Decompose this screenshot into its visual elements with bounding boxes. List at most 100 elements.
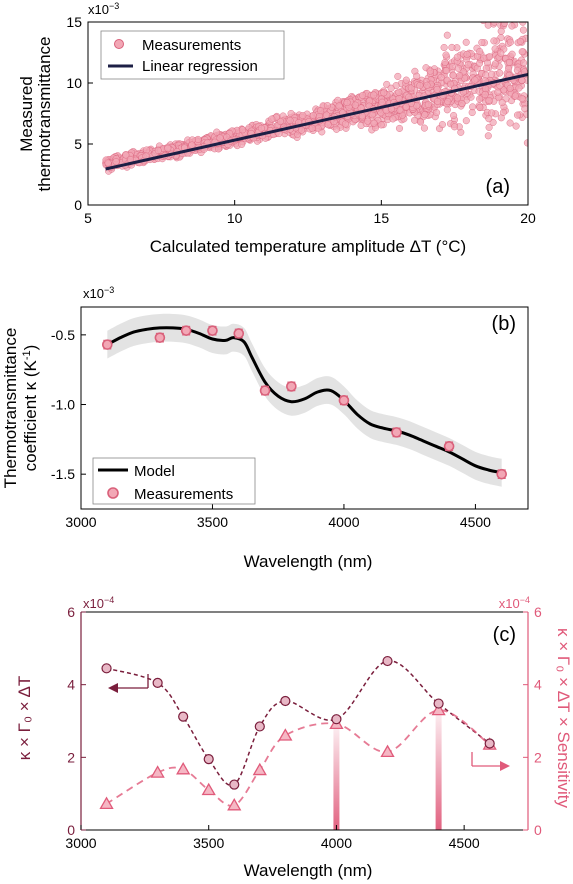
plot-frame-c — [80, 611, 529, 831]
measurement-point — [491, 60, 499, 68]
measurement-point — [443, 31, 451, 39]
measurement-point — [458, 99, 466, 108]
x-tick-label: 4000 — [328, 514, 359, 530]
measurement-point — [462, 117, 470, 125]
measurement-point — [395, 124, 404, 132]
measurement-point — [180, 325, 192, 336]
measurement-point — [416, 81, 424, 90]
x-tick-label: 3000 — [65, 835, 96, 851]
measurement-point — [484, 132, 492, 140]
legend-label-model: Model — [134, 463, 175, 480]
measurement-point — [491, 45, 499, 53]
measurement-point — [506, 119, 514, 127]
measurement-point — [268, 115, 276, 123]
plot-frame-b — [80, 306, 529, 510]
measurement-point — [508, 22, 516, 30]
measurement-point — [505, 58, 514, 66]
legend-b: Model Measurements — [92, 457, 256, 505]
measurement-point — [481, 90, 489, 99]
measurement-point — [164, 144, 172, 152]
y-tick-label: 0 — [67, 822, 75, 838]
measurement-point — [501, 7, 508, 14]
circle-marker — [433, 698, 444, 709]
measurements-a — [102, 7, 528, 175]
measurement-point — [516, 37, 524, 45]
measurement-point — [448, 43, 456, 51]
circle-marker — [484, 738, 495, 749]
triangle-marker — [201, 782, 216, 796]
measurement-point — [437, 73, 445, 81]
highlight-bar — [435, 703, 442, 830]
measurement-point — [370, 119, 378, 127]
legend-marker-measurements-b — [107, 487, 119, 499]
measurement-point — [420, 124, 428, 132]
measurement-point — [438, 121, 446, 129]
panel-label-c: (c) — [493, 624, 516, 646]
measurement-point — [122, 151, 130, 159]
circle-marker — [331, 714, 342, 725]
measurement-point — [443, 441, 455, 452]
measurement-point — [508, 50, 516, 58]
xlabel-b: Wavelength (nm) — [244, 552, 373, 571]
circle-marker — [152, 677, 163, 688]
triangle-marker — [99, 796, 114, 809]
measurement-point — [501, 13, 508, 20]
measurement-point — [338, 395, 350, 406]
measurement-point — [450, 111, 458, 120]
right-axis-arrow-icon — [471, 752, 510, 771]
measurement-point — [391, 427, 402, 438]
y-tick-label: 0 — [74, 197, 82, 213]
measurement-point — [421, 111, 429, 119]
regression-line — [105, 72, 528, 171]
xlabel-a: Calculated temperature amplitude ΔT (°C) — [150, 237, 466, 256]
measurement-point — [434, 97, 442, 105]
measurement-point — [442, 67, 450, 75]
measurement-point — [433, 85, 441, 93]
measurement-point — [499, 108, 507, 116]
ylabel-c-right: κ × Γ₀ × ΔT × Sensitivity — [554, 628, 573, 809]
legend-marker-measurements — [114, 39, 124, 49]
circle-marker — [254, 721, 265, 732]
y-tick-label-right: 2 — [534, 749, 542, 765]
measurements-b — [101, 325, 508, 480]
measurement-point — [424, 100, 432, 109]
measurement-point — [520, 59, 528, 67]
measurement-point — [464, 61, 472, 69]
x-tick-label: 20 — [520, 210, 536, 226]
measurement-point — [515, 84, 523, 92]
measurement-point — [308, 124, 316, 132]
measurement-point — [341, 120, 349, 128]
highlight-bar — [333, 719, 340, 830]
measurement-point — [335, 102, 343, 110]
y-tick-label: 2 — [67, 749, 75, 765]
measurement-point — [463, 50, 471, 58]
measurement-point — [523, 139, 528, 147]
measurement-point — [518, 95, 526, 103]
measurement-point — [518, 76, 526, 84]
measurement-point — [512, 122, 520, 130]
panel-c: 3000 3500 4000 4500 0 2 4 6 0 2 4 6 x10−4 x10−4 (c)… — [15, 595, 573, 880]
measurement-point — [511, 92, 519, 100]
measurement-point — [505, 65, 513, 73]
measurement-point — [485, 123, 493, 131]
measurement-point — [387, 84, 395, 92]
triangle-marker — [278, 728, 293, 741]
measurement-point — [298, 126, 306, 134]
measurement-point — [496, 69, 504, 77]
measurement-point — [286, 116, 294, 124]
panel-b: 3000 3500 4000 4500 -0.5 -1.0 -1.5 x10−3 (b) W… — [1, 285, 529, 571]
measurement-point — [476, 47, 484, 56]
measurement-point — [497, 49, 505, 57]
measurement-point — [423, 81, 431, 89]
circle-marker — [382, 655, 393, 667]
measurement-point — [518, 48, 526, 56]
y-tick-label-right: 4 — [534, 677, 542, 693]
plot-frame-a — [87, 21, 529, 206]
y-tick-label: -1.5 — [51, 466, 75, 482]
measurement-point — [476, 103, 484, 111]
panel-label-a: (a) — [486, 176, 510, 198]
scale-c-right: x10−4 — [499, 595, 530, 611]
